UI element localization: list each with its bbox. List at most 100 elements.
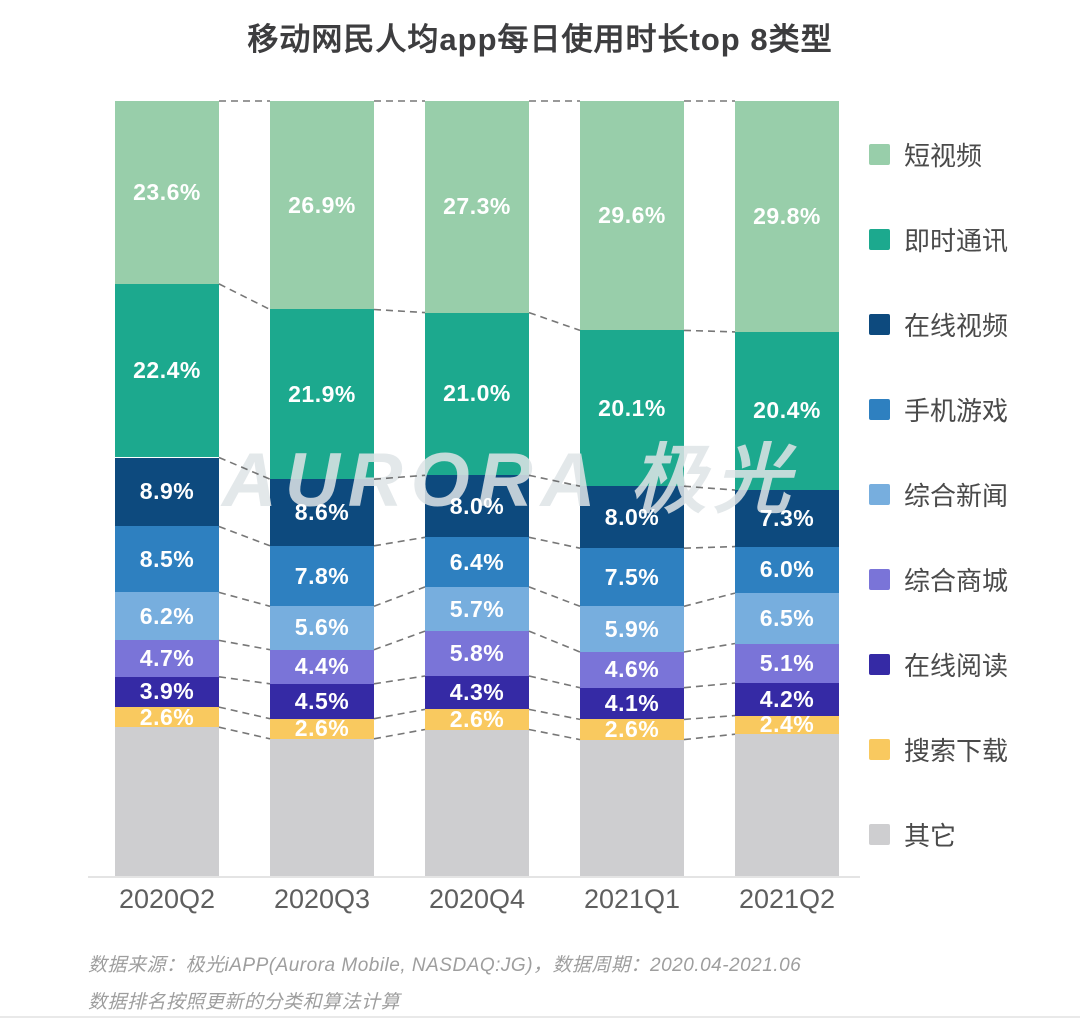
- segment-value-label: 8.0%: [604, 503, 660, 530]
- segment-value-label: 5.7%: [449, 595, 505, 622]
- legend-item-6: 在线阅读: [869, 649, 1069, 681]
- segment-value-label: 2.6%: [294, 715, 350, 742]
- legend-label: 手机游戏: [904, 395, 1009, 426]
- segment-value-label: 8.0%: [449, 492, 505, 519]
- segment-value-label: 8.6%: [294, 499, 350, 525]
- connector-line: [218, 676, 271, 685]
- legend-swatch-icon: [869, 823, 890, 845]
- connector-line: [218, 456, 271, 480]
- legend-label: 搜索下载: [904, 735, 1009, 766]
- connector-line: [528, 536, 581, 549]
- x-axis-label-2020q3: 2020Q3: [273, 884, 371, 914]
- segment-value-label: 4.1%: [604, 690, 660, 717]
- bar-segment-series7-2020q2: 2.6%: [115, 703, 219, 730]
- segment-value-label: 5.6%: [294, 614, 350, 641]
- bar-segment-series7-2020q3: 2.6%: [270, 715, 374, 742]
- connector-line: [683, 682, 736, 689]
- connector-line: [528, 675, 581, 689]
- x-axis-line: [88, 876, 860, 878]
- legend-item-3: 手机游戏: [869, 394, 1069, 426]
- segment-value-label: 4.7%: [139, 645, 195, 672]
- bar-segment-series3-2021q1: 7.5%: [580, 548, 684, 607]
- segment-value-label: 4.3%: [449, 679, 505, 706]
- bar-segment-series2-2021q2: 7.3%: [735, 490, 839, 547]
- segment-value-label: 5.1%: [759, 649, 815, 676]
- bar-segment-series8-2020q4: [425, 729, 529, 876]
- segment-value-label: 7.5%: [604, 563, 660, 590]
- connector-line: [528, 586, 581, 608]
- bar-segment-series8-2021q2: [735, 734, 839, 876]
- bar-segment-series6-2020q3: 4.5%: [270, 683, 374, 719]
- connector-line: [218, 706, 271, 720]
- bar-segment-series0-2021q1: 29.6%: [580, 101, 684, 331]
- legend-swatch-icon: [869, 738, 890, 760]
- segment-value-label: 2.6%: [139, 703, 195, 730]
- segment-value-label: 4.4%: [294, 653, 350, 680]
- bar-segment-series0-2020q3: 26.9%: [270, 101, 374, 310]
- connector-line: [218, 726, 271, 740]
- legend-label: 综合新闻: [904, 480, 1009, 511]
- segment-value-label: 21.9%: [288, 380, 356, 407]
- segment-value-label: 5.9%: [604, 615, 660, 642]
- footer-source-text: 数据来源：极光iAPP(Aurora Mobile, NASDAQ:JG)，数据…: [88, 955, 802, 976]
- connector-line: [373, 586, 426, 608]
- segment-value-label: 6.4%: [449, 548, 505, 575]
- segment-value-label: 23.6%: [133, 178, 201, 205]
- segment-value-label: 2.6%: [604, 716, 660, 743]
- bar-segment-series0-2020q4: 27.3%: [425, 101, 529, 313]
- bar-segment-series2-2021q1: 8.0%: [580, 486, 684, 549]
- bar-segment-series5-2021q1: 4.6%: [580, 652, 684, 688]
- connector-line: [683, 485, 736, 491]
- bar-segment-series3-2020q4: 6.4%: [425, 537, 529, 587]
- x-axis-label-2021q2: 2021Q2: [738, 884, 836, 914]
- legend-item-8: 其它: [869, 819, 1069, 851]
- connector-line: [373, 675, 426, 685]
- footer-note-text: 数据排名按照更新的分类和算法计算: [88, 992, 401, 1013]
- legend-swatch-icon: [869, 653, 890, 675]
- connector-line: [683, 545, 736, 549]
- segment-value-label: 20.1%: [598, 394, 666, 421]
- legend-item-4: 综合新闻: [869, 479, 1069, 511]
- legend-item-0: 短视频: [869, 139, 1069, 171]
- chart-title: 移动网民人均app每日使用时长top 8类型: [247, 22, 833, 57]
- bar-segment-series4-2020q4: 5.7%: [425, 586, 529, 632]
- legend: 短视频 即时通讯 在线视频 手机游戏 综合新闻 综合商城 在线阅读 搜索下载 其它: [869, 139, 1069, 904]
- bar-segment-series6-2020q2: 3.9%: [115, 676, 219, 708]
- connector-line: [683, 714, 736, 721]
- legend-swatch-icon: [869, 143, 890, 165]
- segment-value-label: 4.6%: [604, 656, 660, 683]
- bar-segment-series7-2021q1: 2.6%: [580, 716, 684, 743]
- bar-segment-series1-2020q3: 21.9%: [270, 309, 374, 480]
- connector-line: [683, 329, 736, 333]
- segment-value-label: 21.0%: [443, 380, 511, 407]
- segment-value-label: 6.5%: [759, 604, 815, 631]
- segment-value-label: 22.4%: [133, 357, 201, 384]
- bar-segment-series1-2020q4: 21.0%: [425, 312, 529, 476]
- bar-segment-series1-2020q2: 22.4%: [115, 283, 219, 458]
- x-axis-label-2020q4: 2020Q4: [428, 884, 526, 914]
- segment-value-label: 6.2%: [139, 602, 195, 629]
- segment-value-label: 2.6%: [449, 705, 505, 732]
- legend-label: 在线阅读: [904, 650, 1009, 681]
- segment-value-label: 20.4%: [753, 397, 821, 424]
- segment-value-label: 29.8%: [753, 202, 821, 229]
- legend-label: 其它: [904, 820, 957, 851]
- bar-segment-series6-2020q4: 4.3%: [425, 676, 529, 710]
- bar-segment-series8-2020q2: [115, 727, 219, 876]
- bottom-divider: [0, 1016, 1080, 1018]
- connector-line: [528, 630, 581, 653]
- segment-value-label: 29.6%: [598, 202, 666, 229]
- segment-value-label: 26.9%: [288, 191, 356, 218]
- connector-line: [218, 525, 271, 547]
- connector-line: [218, 639, 271, 651]
- bar-segment-series5-2020q2: 4.7%: [115, 640, 219, 677]
- bar-segment-series1-2021q2: 20.4%: [735, 331, 839, 491]
- x-axis-label-2020q2: 2020Q2: [118, 884, 216, 914]
- bar-segment-series8-2020q3: [270, 738, 374, 876]
- segment-value-label: 8.5%: [139, 545, 195, 572]
- bar-segment-series3-2020q3: 7.8%: [270, 545, 374, 607]
- bar-segment-series7-2021q2: 2.4%: [735, 713, 839, 736]
- connector-line: [373, 308, 426, 314]
- connector-line: [528, 708, 581, 721]
